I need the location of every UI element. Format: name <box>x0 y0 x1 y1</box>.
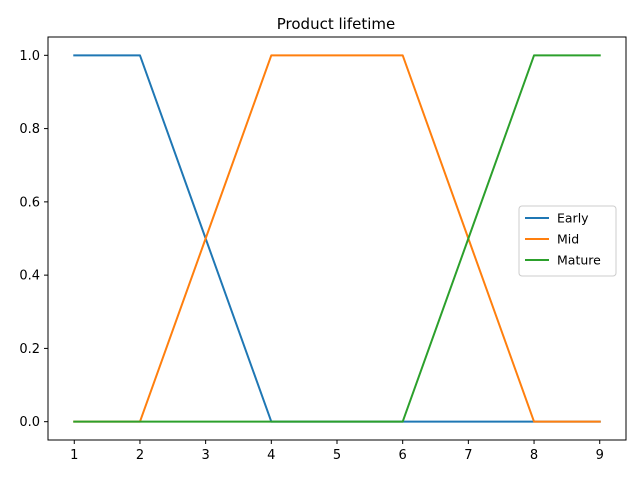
chart-title: Product lifetime <box>277 15 395 33</box>
series-line-mid <box>73 54 601 423</box>
legend-box <box>518 205 617 277</box>
legend-label-mature: Mature <box>557 253 601 268</box>
x-tick-label: 1 <box>70 448 78 463</box>
series-line-mature <box>73 54 601 423</box>
x-tick-label: 4 <box>267 448 275 463</box>
legend-label-mid: Mid <box>557 232 579 247</box>
x-tick-label: 9 <box>596 448 604 463</box>
x-tick-label: 5 <box>333 448 341 463</box>
y-tick-label: 0.8 <box>19 122 40 137</box>
x-tick-label: 6 <box>399 448 407 463</box>
series-layer <box>73 54 601 423</box>
y-tick-label: 0.0 <box>19 415 40 430</box>
x-tick-label: 8 <box>530 448 538 463</box>
legend: Early Mid Mature <box>518 205 617 277</box>
x-tick-label: 7 <box>464 448 472 463</box>
y-tick-label: 0.4 <box>19 269 40 284</box>
y-tick-label: 0.2 <box>19 342 40 357</box>
y-tick-label: 1.0 <box>19 49 40 64</box>
y-tick-label: 0.6 <box>19 195 40 210</box>
x-tick-label: 3 <box>201 448 209 463</box>
legend-label-early: Early <box>557 211 589 226</box>
x-tick-label: 2 <box>136 448 144 463</box>
axes-layer: 1 2 3 4 5 6 7 8 9 0.0 0.2 0.4 0.6 0.8 1.0 <box>19 36 627 463</box>
